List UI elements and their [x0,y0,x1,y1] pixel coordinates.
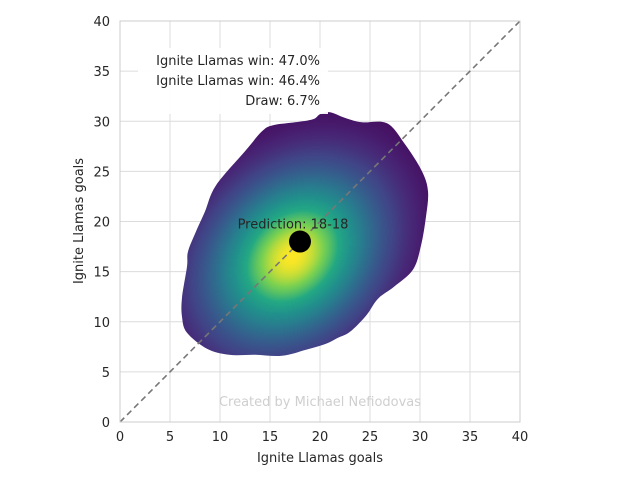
x-tick-label: 20 [312,430,329,445]
legend-background [138,48,328,114]
legend-line-away-win: Ignite Llamas win: 46.4% [156,74,320,89]
x-axis-label: Ignite Llamas goals [257,451,383,466]
y-tick-label: 40 [93,15,110,30]
y-tick-label: 5 [102,366,110,381]
prediction-label: Prediction: 18-18 [238,218,349,233]
y-tick-label: 30 [93,115,110,130]
x-tick-label: 5 [166,430,174,445]
prediction-point [289,230,311,253]
x-tick-label: 35 [462,430,479,445]
x-tick-label: 10 [212,430,229,445]
draw-diagonal-line [119,20,521,423]
y-axis-label: Ignite Llamas goals [72,158,87,284]
axes-border [119,20,521,423]
legend-line-home-win: Ignite Llamas win: 47.0% [156,54,320,69]
x-tick-label: 0 [116,430,124,445]
y-tick-label: 0 [102,416,110,431]
legend-line-draw: Draw: 6.7% [245,94,320,109]
x-tick-label: 15 [262,430,279,445]
y-axis-ticks: 0 5 10 15 20 25 30 35 40 [93,15,110,431]
axes-frame [119,20,521,423]
x-tick-label: 25 [362,430,379,445]
y-tick-label: 25 [93,165,110,180]
probability-legend: Ignite Llamas win: 47.0% Ignite Llamas w… [138,48,328,114]
y-tick-label: 20 [93,216,110,231]
x-tick-label: 30 [412,430,429,445]
watermark: Created by Michael Nefiodovas [219,395,421,410]
y-tick-label: 35 [93,65,110,80]
x-axis-ticks: 0 5 10 15 20 25 30 35 40 [116,430,528,445]
y-tick-label: 15 [93,266,110,281]
y-tick-label: 10 [93,316,110,331]
x-tick-label: 40 [512,430,529,445]
